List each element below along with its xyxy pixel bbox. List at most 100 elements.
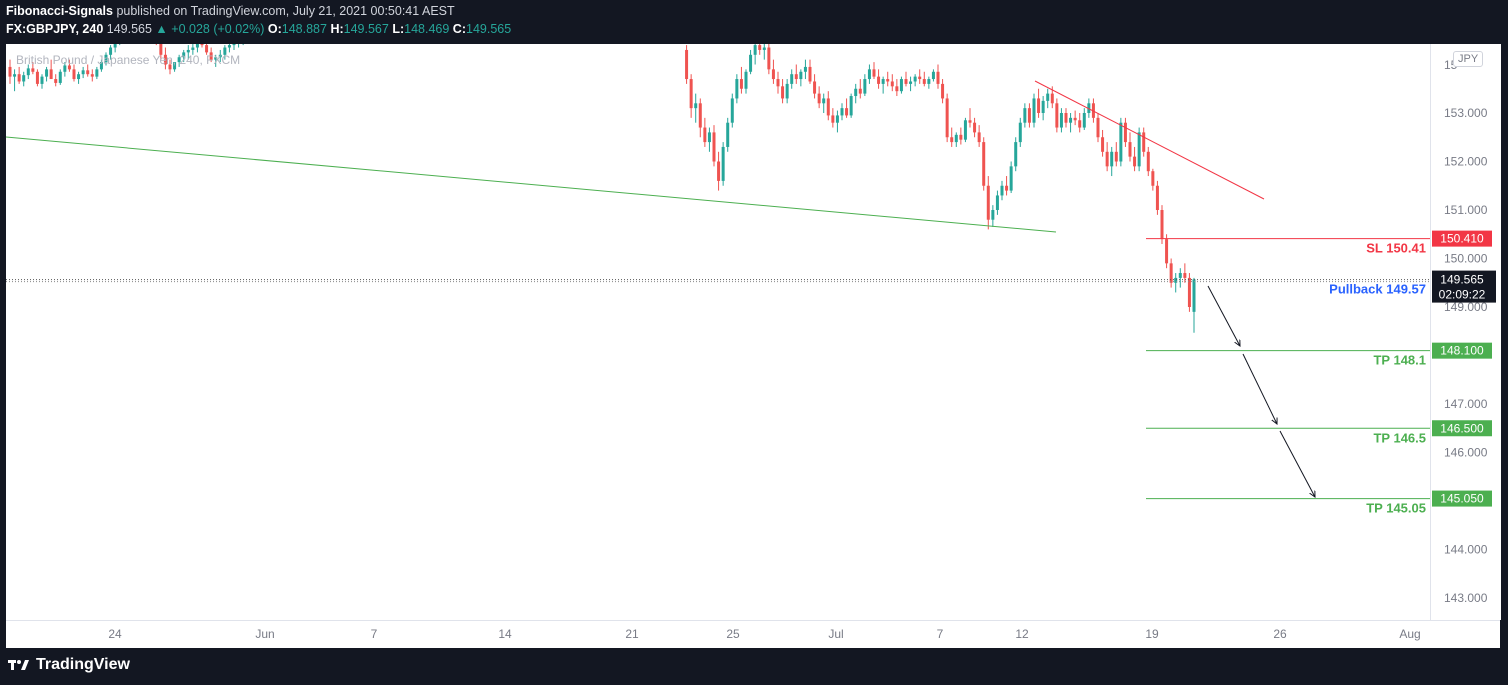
candle — [799, 69, 803, 87]
candle — [899, 76, 903, 94]
candle — [945, 93, 949, 143]
price-tag-tp-bg — [1432, 420, 1492, 437]
candle-body — [1165, 239, 1169, 264]
candle — [278, 14, 281, 26]
candle-body — [785, 83, 789, 99]
candle — [45, 66, 49, 82]
price-tag-tp: 145.050 — [1432, 490, 1492, 507]
candle-body — [72, 69, 76, 80]
candle-body — [315, 0, 318, 1]
candle-body — [982, 142, 986, 186]
candle — [141, 0, 144, 11]
candle — [137, 0, 140, 16]
candle-body — [936, 71, 940, 84]
candle-body — [1114, 151, 1118, 162]
tradingview-logo[interactable]: TradingView — [8, 656, 130, 674]
candle — [1082, 108, 1086, 130]
candle-body — [1078, 120, 1082, 128]
y-tick-label: 146.000 — [1444, 446, 1488, 460]
candle-body — [287, 14, 290, 16]
y-tick-label: 144.000 — [1444, 543, 1488, 557]
candle-body — [163, 54, 167, 65]
candle — [1032, 93, 1036, 128]
candle-body — [186, 49, 190, 53]
candle — [132, 6, 135, 25]
candle-body — [1123, 122, 1127, 143]
publisher-name[interactable]: Fibonacci-Signals — [6, 4, 113, 18]
x-tick-label: 21 — [625, 627, 639, 641]
candle — [90, 69, 94, 82]
candle-body — [141, 1, 144, 6]
candle — [767, 44, 771, 75]
candle-body — [40, 76, 44, 84]
candle — [803, 59, 807, 80]
candle-body — [182, 52, 186, 58]
candle — [310, 0, 313, 9]
candle-body — [913, 76, 917, 82]
candle — [872, 62, 876, 80]
candle — [1105, 142, 1109, 172]
candle-body — [292, 11, 295, 13]
candle-body — [1018, 122, 1022, 143]
candle — [963, 117, 967, 143]
candle-body — [123, 23, 126, 30]
high-label: H: — [330, 22, 344, 36]
candle — [173, 62, 177, 72]
candle-body — [762, 47, 766, 50]
candle-body — [753, 45, 757, 55]
currency-badge[interactable]: JPY — [1453, 51, 1484, 67]
candle-body — [113, 44, 117, 48]
candle — [973, 117, 977, 138]
close-value: 149.565 — [466, 22, 512, 36]
ohlc-line: FX:GBPJPY, 240 149.565 ▲ +0.028 (+0.02%)… — [6, 22, 511, 36]
time-axis[interactable] — [6, 620, 1500, 649]
price-axis[interactable] — [1430, 44, 1501, 620]
candle-body — [86, 70, 90, 75]
candlestick-chart[interactable]: SL 150.41 Pullback 149.57 TP 148.1 TP 146.5… — [0, 0, 1508, 648]
symbol-interval: FX:GBPJPY, 240 — [6, 22, 104, 36]
candle-body — [246, 35, 249, 37]
candle-body — [822, 98, 826, 104]
candle-body — [200, 44, 204, 46]
candle-body — [1050, 93, 1054, 104]
price-tag-sl-bg — [1432, 230, 1492, 247]
candle-body — [726, 122, 730, 147]
candle-body — [191, 47, 195, 50]
candle — [1114, 142, 1118, 167]
candle — [1055, 98, 1059, 133]
candle — [854, 83, 858, 104]
candle — [77, 71, 81, 84]
candle — [840, 103, 844, 121]
candle-body — [744, 71, 748, 89]
candle-body — [685, 49, 689, 80]
candle-body — [1119, 122, 1123, 162]
candle-body — [712, 132, 716, 162]
candle-body — [689, 79, 693, 109]
candle — [991, 205, 995, 227]
candle — [146, 1, 149, 20]
candle-body — [877, 76, 881, 84]
candle-body — [881, 79, 885, 84]
candle — [127, 11, 130, 30]
candle-body — [227, 45, 231, 48]
candle-body — [794, 74, 798, 80]
candle — [1169, 258, 1173, 288]
candle — [1110, 146, 1114, 177]
candle — [287, 9, 290, 21]
candle — [1187, 273, 1191, 312]
candle-body — [301, 6, 304, 8]
candle — [808, 59, 812, 84]
candle — [1078, 113, 1082, 133]
candle-body — [146, 6, 149, 16]
plot-area[interactable] — [6, 44, 1430, 620]
candle-body — [781, 86, 785, 99]
candle — [1183, 263, 1187, 283]
y-tick-label: 152.000 — [1444, 155, 1488, 169]
candle — [182, 49, 186, 63]
candle — [218, 49, 222, 63]
candle — [8, 59, 12, 84]
candle-body — [1105, 151, 1109, 167]
candle — [49, 59, 53, 80]
candles-group — [8, 0, 1196, 333]
candle — [269, 18, 272, 30]
